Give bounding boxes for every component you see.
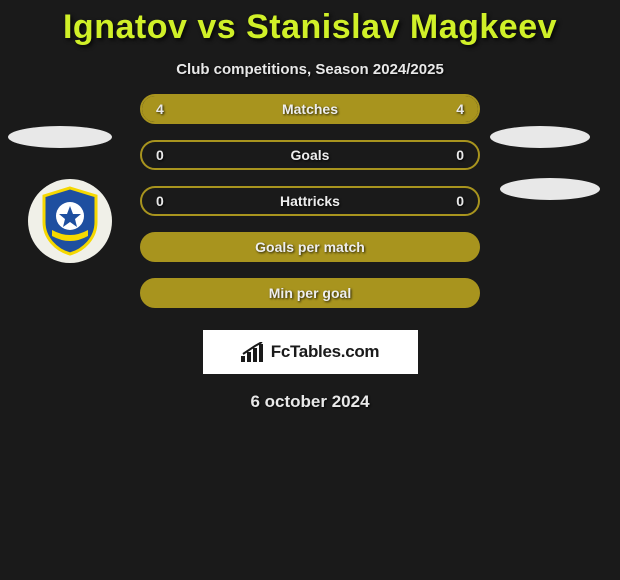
stat-row-goals: 0 Goals 0: [140, 140, 480, 170]
stat-label: Goals per match: [255, 239, 365, 255]
stat-row-matches: 4 Matches 4: [140, 94, 480, 124]
stat-label-row: Goals per match: [140, 232, 480, 262]
placeholder-ellipse-1: [490, 126, 590, 148]
chart-icon: [241, 342, 265, 362]
stat-label: Min per goal: [269, 285, 351, 301]
stat-left-value: 0: [156, 147, 164, 163]
player2-name: Stanislav Magkeev: [246, 8, 557, 46]
stat-left-value: 0: [156, 193, 164, 209]
date-text: 6 october 2024: [0, 392, 620, 412]
page-title: Ignatov vs Stanislav Magkeev: [0, 0, 620, 47]
stat-right-value: 0: [456, 147, 464, 163]
stat-right-value: 4: [456, 101, 464, 117]
footer-brand-box[interactable]: FcTables.com: [203, 330, 418, 374]
placeholder-ellipse-0: [8, 126, 112, 148]
stat-right-value: 0: [456, 193, 464, 209]
footer-brand-text: FcTables.com: [271, 342, 380, 362]
player1-name: Ignatov: [63, 8, 187, 46]
stat-left-value: 4: [156, 101, 164, 117]
subtitle: Club competitions, Season 2024/2025: [0, 61, 620, 78]
club-crest-icon: [38, 186, 102, 256]
vs-label: vs: [197, 8, 236, 46]
stat-label: Matches: [282, 101, 338, 117]
club-logo: [28, 179, 112, 263]
stat-label: Hattricks: [280, 193, 340, 209]
stat-label-row: Min per goal: [140, 278, 480, 308]
placeholder-ellipse-2: [500, 178, 600, 200]
stat-row-hattricks: 0 Hattricks 0: [140, 186, 480, 216]
stat-label: Goals: [291, 147, 330, 163]
